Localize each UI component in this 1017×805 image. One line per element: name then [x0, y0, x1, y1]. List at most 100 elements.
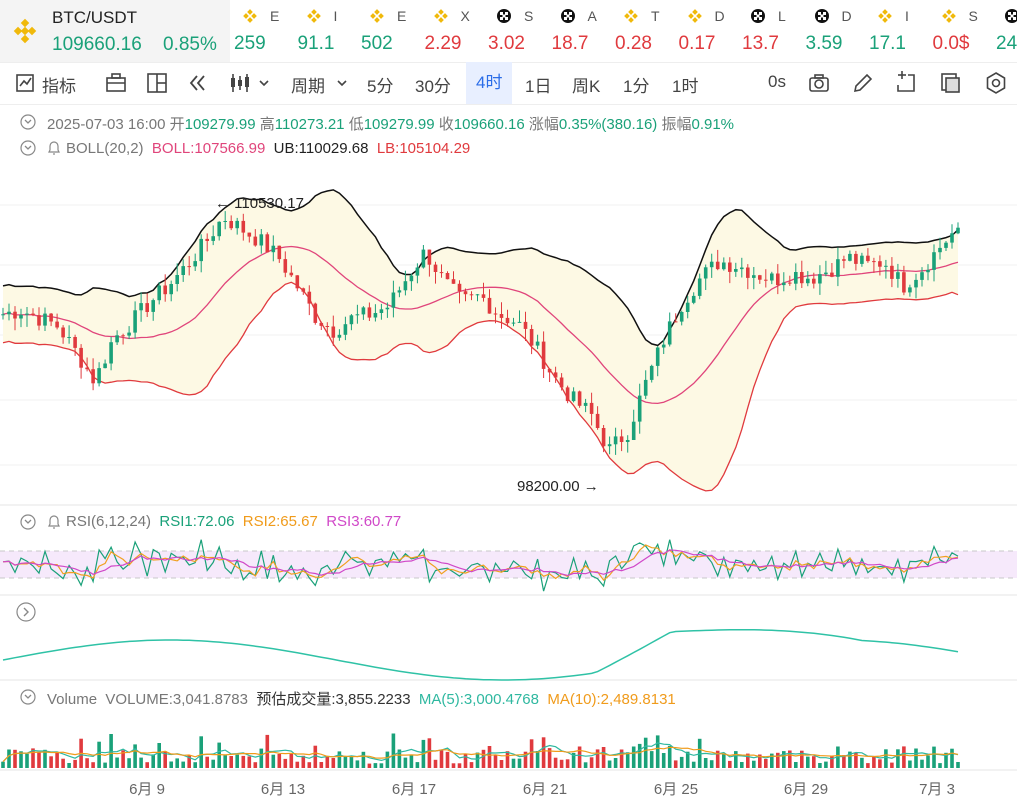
- volume-bar: [842, 755, 846, 768]
- ticker-item-name: E: [397, 8, 407, 24]
- collapse-icon[interactable]: [20, 514, 36, 530]
- volume-bar: [878, 759, 882, 768]
- chart-canvas[interactable]: ← 110530.17 98200.00 → 6月 9 6月 13 6月 17 6月 21…: [0, 170, 1017, 805]
- candle-body: [43, 313, 47, 326]
- candle-body: [685, 302, 690, 312]
- volume-bar: [487, 746, 492, 768]
- collapse-icon[interactable]: [20, 114, 36, 130]
- interval-1w[interactable]: 周K: [572, 77, 601, 96]
- interval-1h[interactable]: 1时: [672, 77, 699, 96]
- expand-icon[interactable]: [16, 602, 36, 622]
- volume-bar: [685, 751, 690, 768]
- candle-body: [73, 337, 77, 348]
- volume-bar: [187, 755, 191, 768]
- candle-body: [31, 313, 35, 316]
- candle-body: [307, 291, 312, 304]
- volume-bar: [493, 754, 498, 768]
- candle-body: [800, 272, 804, 284]
- ticker-item[interactable]: E 259: [234, 0, 297, 62]
- candle-body: [529, 329, 534, 346]
- candle-body: [487, 297, 492, 314]
- boll-band-fill: [3, 189, 958, 491]
- layout-icon[interactable]: [145, 71, 169, 95]
- interval-30m[interactable]: 30分: [415, 77, 451, 96]
- ticker-item[interactable]: I 17.1: [869, 0, 932, 62]
- volume-bar: [535, 751, 540, 768]
- volume-estimate: 预估成交量:3,855.2233: [256, 691, 411, 708]
- settings-icon[interactable]: [984, 71, 1008, 95]
- ticker-item[interactable]: L 13.7: [742, 0, 805, 62]
- interval-1d[interactable]: 1日: [525, 77, 552, 96]
- ticker-item-value: 502: [361, 33, 393, 54]
- volume-bar: [157, 743, 161, 768]
- boll-ub: UB:110029.68: [273, 140, 369, 157]
- candle-body: [697, 278, 702, 296]
- ticker-change: 0.85%: [163, 34, 217, 55]
- candle-body: [752, 275, 756, 278]
- close-value: 109660.16: [453, 116, 525, 133]
- interval-1m[interactable]: 1分: [623, 77, 650, 96]
- volume-bar: [691, 761, 696, 768]
- volume-bar: [475, 752, 480, 768]
- candle-body: [589, 402, 594, 414]
- boll-lower-line: [2, 281, 959, 492]
- candle-body: [836, 259, 840, 277]
- indicator-icon[interactable]: [16, 74, 34, 92]
- volume-bar: [553, 757, 558, 768]
- volume-bar: [902, 746, 906, 768]
- briefcase-icon[interactable]: [104, 71, 128, 95]
- add-window-icon[interactable]: [894, 71, 918, 95]
- collapse-icon[interactable]: [20, 689, 36, 705]
- ticker-item[interactable]: S 3.02: [488, 0, 551, 62]
- ticker-item[interactable]: I 91.1: [298, 0, 361, 62]
- candle-body: [343, 324, 348, 335]
- pencil-icon[interactable]: [851, 71, 875, 95]
- candle-body: [451, 279, 456, 284]
- candle-body: [553, 372, 558, 378]
- ticker-item[interactable]: E 502: [361, 0, 424, 62]
- amp-label: 振幅: [661, 116, 692, 133]
- volume-bar: [91, 762, 95, 768]
- layers-icon[interactable]: [938, 71, 962, 95]
- volume-bar: [613, 758, 618, 768]
- ticker-item[interactable]: S 0.0$: [933, 0, 996, 62]
- candle-body: [55, 321, 59, 328]
- rsi-band: [0, 551, 1017, 578]
- ticker-item[interactable]: 24: [996, 0, 1017, 62]
- high-value: 110273.21: [274, 116, 345, 133]
- volume-bar: [703, 758, 708, 768]
- ticker-item[interactable]: D 3.59: [806, 0, 869, 62]
- ticker-item[interactable]: X 2.29: [425, 0, 488, 62]
- ticker-item[interactable]: T 0.28: [615, 0, 678, 62]
- volume-bar: [109, 734, 113, 768]
- ticker-item-value: 13.7: [742, 33, 779, 54]
- change-value: 0.35%(380.16): [558, 116, 658, 133]
- chevron-down-icon[interactable]: [258, 78, 270, 88]
- candle-body: [133, 310, 137, 333]
- ticker-main-btc[interactable]: BTC/USDT 109660.16 0.85%: [0, 0, 230, 62]
- volume-bar: [734, 751, 738, 768]
- ticker-item[interactable]: A 18.7: [552, 0, 615, 62]
- candle-body: [842, 259, 846, 261]
- interval-4h[interactable]: 4时: [466, 62, 513, 104]
- volume-bar: [193, 762, 197, 768]
- volume-bar: [770, 753, 774, 768]
- candle-body: [643, 379, 648, 396]
- volume-bar: [860, 757, 864, 768]
- collapse-icon[interactable]: [20, 140, 36, 156]
- interval-5m[interactable]: 5分: [367, 77, 394, 96]
- ticker-item[interactable]: D 0.17: [679, 0, 742, 62]
- period-button[interactable]: 周期: [291, 77, 325, 96]
- candle-body: [241, 220, 246, 233]
- rewind-icon[interactable]: [186, 71, 210, 95]
- bell-icon[interactable]: [46, 514, 62, 530]
- candle-type-icon[interactable]: [228, 71, 252, 95]
- indicator-button[interactable]: 指标: [42, 77, 76, 96]
- bell-icon[interactable]: [46, 140, 62, 156]
- chevron-down-icon[interactable]: [336, 78, 348, 88]
- candle-body: [289, 272, 294, 276]
- candle-body: [764, 279, 768, 281]
- volume-bar: [55, 753, 59, 768]
- camera-icon[interactable]: [807, 71, 831, 95]
- candle-body: [355, 314, 360, 316]
